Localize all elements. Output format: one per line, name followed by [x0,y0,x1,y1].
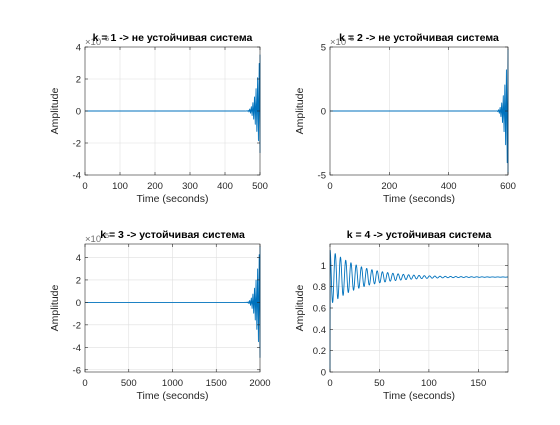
y-exponent-value: 5 [105,231,109,240]
y-tick-label: 1 [321,261,326,272]
y-tick-label: 0 [76,298,81,309]
response-line [85,245,261,358]
chart-title: k = 3 -> устойчивая система [100,229,245,241]
y-tick-label: 4 [76,43,81,54]
y-tick-label: 0.6 [313,304,326,315]
x-axis-label: Time (seconds) [383,193,455,205]
x-tick-label: 300 [182,181,198,192]
x-tick-label: 400 [441,181,457,192]
x-tick-label: 600 [500,181,516,192]
x-tick-label: 0 [327,378,332,389]
y-tick-label: 0 [76,107,81,118]
y-exponent-label: ×10 [85,234,101,245]
y-axis-label: Amplitude [49,285,61,332]
x-tick-label: 0 [327,181,332,192]
subplot-4: 0 50 100 150 0 0.2 0.4 0.6 0.8 1 k = 4 -> устойчив… [294,229,509,402]
x-tick-label: 2000 [249,378,270,389]
response-line [85,54,261,154]
y-tick-label: 0.2 [313,346,326,357]
subplot-2: 0 200 400 600-505 ×10 5k = 2 -> не устойчивая… [294,32,516,205]
y-tick-label: 0.8 [313,282,326,293]
x-tick-label: 200 [147,181,163,192]
y-axis-label: Amplitude [294,88,306,135]
y-tick-label: 0 [321,107,326,118]
x-tick-label: 1000 [162,378,183,389]
y-exponent-label: ×10 [330,37,346,48]
x-tick-label: 500 [252,181,268,192]
y-tick-label: -2 [73,139,81,150]
chart-title: k = 4 -> устойчивая система [347,229,492,241]
y-exponent-label: ×10 [85,37,101,48]
x-axis-label: Time (seconds) [383,390,455,402]
x-tick-label: 150 [470,378,486,389]
x-tick-label: 50 [374,378,385,389]
subplot-1: 0 100 200 300 400 500 -4 -2 0 2 4 ×10 5k = 1 -> не у… [49,32,268,205]
y-axis-label: Amplitude [294,285,306,332]
x-tick-label: 100 [112,181,128,192]
y-tick-label: -6 [73,365,81,376]
y-tick-label: 0.4 [313,325,326,336]
y-axis-label: Amplitude [49,88,61,135]
x-axis-label: Time (seconds) [137,390,209,402]
y-tick-label: 0 [321,368,326,379]
y-tick-label: -4 [73,343,81,354]
y-tick-label: -5 [318,171,326,182]
y-tick-label: 4 [76,253,81,264]
chart-title: k = 2 -> не устойчивая система [339,32,499,44]
y-exponent-value: 5 [105,34,109,43]
y-tick-label: -4 [73,171,81,182]
response-line [329,249,509,373]
x-tick-label: 1500 [206,378,227,389]
x-tick-label: 500 [121,378,137,389]
x-tick-label: 0 [82,378,87,389]
y-tick-label: 2 [76,275,81,286]
y-tick-label: 2 [76,75,81,86]
chart-title: k = 1 -> не устойчивая система [93,32,253,44]
y-tick-label: 5 [321,43,326,54]
x-tick-label: 400 [217,181,233,192]
x-axis-label: Time (seconds) [137,193,209,205]
subplot-3: 0 500 1000 1500 2000 -6 -4 -2 0 2 4 ×10 5k = 3 -> ус… [49,229,271,402]
x-tick-label: 0 [82,181,87,192]
y-tick-label: -2 [73,320,81,331]
x-tick-label: 100 [421,378,437,389]
x-tick-label: 200 [381,181,397,192]
y-exponent-value: 5 [350,34,354,43]
response-line [330,49,509,174]
